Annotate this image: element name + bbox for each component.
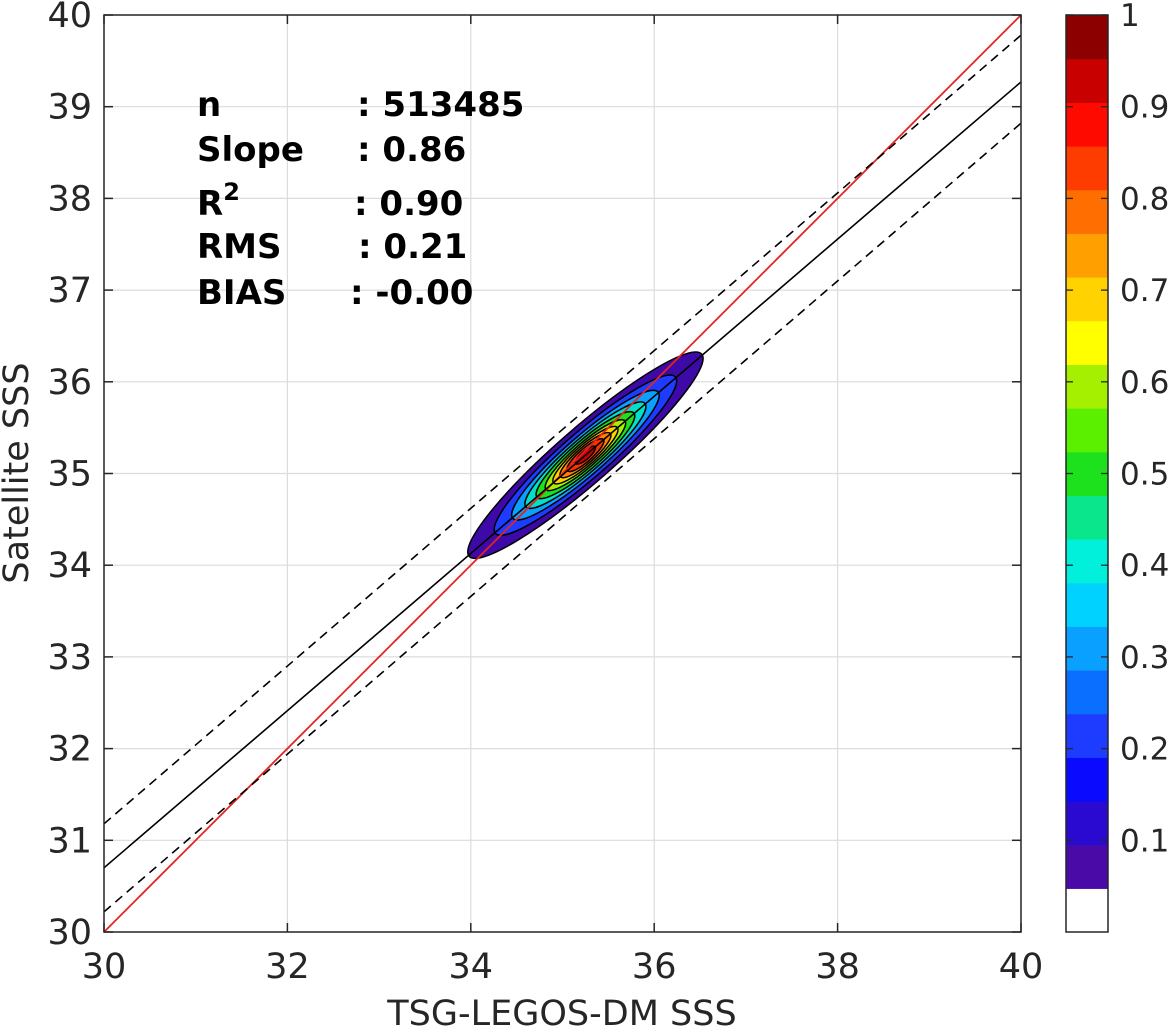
y-tick-label: 36 [47, 363, 92, 403]
colorbar-segment [1066, 233, 1108, 278]
colorbar-segment [1066, 713, 1108, 758]
colorbar-segment [1066, 801, 1108, 846]
stats-label: BIAS [197, 273, 286, 313]
x-tick-label: 32 [265, 947, 310, 987]
colorbar-segment [1066, 189, 1108, 234]
colorbar-segment [1066, 364, 1108, 409]
regression-upper-line [104, 34, 1021, 825]
x-tick-label: 38 [815, 947, 860, 987]
colorbar-tick-label: 0.7 [1120, 273, 1169, 309]
colorbar-segment [1066, 757, 1108, 802]
y-tick-label: 33 [47, 638, 92, 678]
colorbar-tick-label: 0.3 [1120, 640, 1169, 676]
stats-label: RMS [197, 227, 282, 267]
y-tick-label: 39 [47, 88, 92, 128]
colorbar-tick-label: 0.2 [1120, 732, 1169, 768]
y-axis-label: Satellite SSS [0, 362, 37, 583]
x-tick-label: 30 [82, 947, 127, 987]
stats-label: n [197, 85, 221, 125]
regression-lower-line [104, 122, 1021, 913]
stats-value: : 0.90 [354, 184, 463, 224]
stats-label: Slope [197, 130, 304, 170]
y-tick-label: 35 [47, 455, 92, 495]
x-tick-label: 34 [449, 947, 494, 987]
colorbar-segment [1066, 102, 1108, 147]
y-tick-label: 38 [47, 179, 92, 219]
colorbar-segment [1066, 146, 1108, 191]
colorbar-segment [1066, 320, 1108, 365]
x-tick-label: 36 [632, 947, 677, 987]
colorbar-tick-label: 0.8 [1120, 181, 1169, 217]
x-axis-label: TSG-LEGOS-DM SSS [386, 994, 736, 1028]
fit-lines [104, 15, 1021, 932]
stats-value: : -0.00 [350, 273, 473, 313]
colorbar-tick-label: 0.5 [1120, 457, 1169, 493]
colorbar-tick-label: 0.6 [1120, 365, 1169, 401]
y-tick-label: 32 [47, 730, 92, 770]
colorbar-segment [1066, 15, 1108, 60]
colorbar-segment [1066, 58, 1108, 103]
y-tick-label: 34 [47, 546, 92, 586]
stats-value: : 513485 [357, 85, 524, 125]
colorbar-tick-label: 0.1 [1120, 823, 1169, 859]
y-tick-label: 30 [47, 913, 92, 953]
regression-line [104, 81, 1021, 869]
colorbar-segment [1066, 277, 1108, 322]
colorbar-segment [1066, 539, 1108, 584]
axis-ticks: 30 32 34 36 38 40 30 31 32 33 34 35 36 37 38 39 40 [47, 0, 1043, 987]
colorbar-tick-label: 1 [1120, 0, 1140, 34]
grid-lines [103, 14, 1022, 933]
colorbar-segment [1066, 582, 1108, 627]
colorbar-tick-label: 0.9 [1120, 90, 1169, 126]
colorbar-segment [1066, 408, 1108, 453]
colorbar-segment [1066, 670, 1108, 715]
colorbar-segment [1066, 626, 1108, 671]
x-tick-label: 40 [999, 947, 1044, 987]
y-tick-label: 31 [47, 821, 92, 861]
colorbar: 0.1 0.2 0.3 0.4 0.5 0.6 0.7 0.8 0.9 1 [1065, 0, 1169, 933]
colorbar-segment [1066, 888, 1108, 933]
stats-value: : 0.21 [358, 227, 467, 267]
y-tick-label: 37 [47, 271, 92, 311]
y-tick-label: 40 [47, 0, 92, 36]
colorbar-segment [1066, 844, 1108, 889]
stats-value: : 0.86 [357, 130, 466, 170]
colorbar-tick-label: 0.4 [1120, 548, 1169, 584]
one-to-one-line [104, 15, 1021, 932]
colorbar-segment [1066, 495, 1108, 540]
